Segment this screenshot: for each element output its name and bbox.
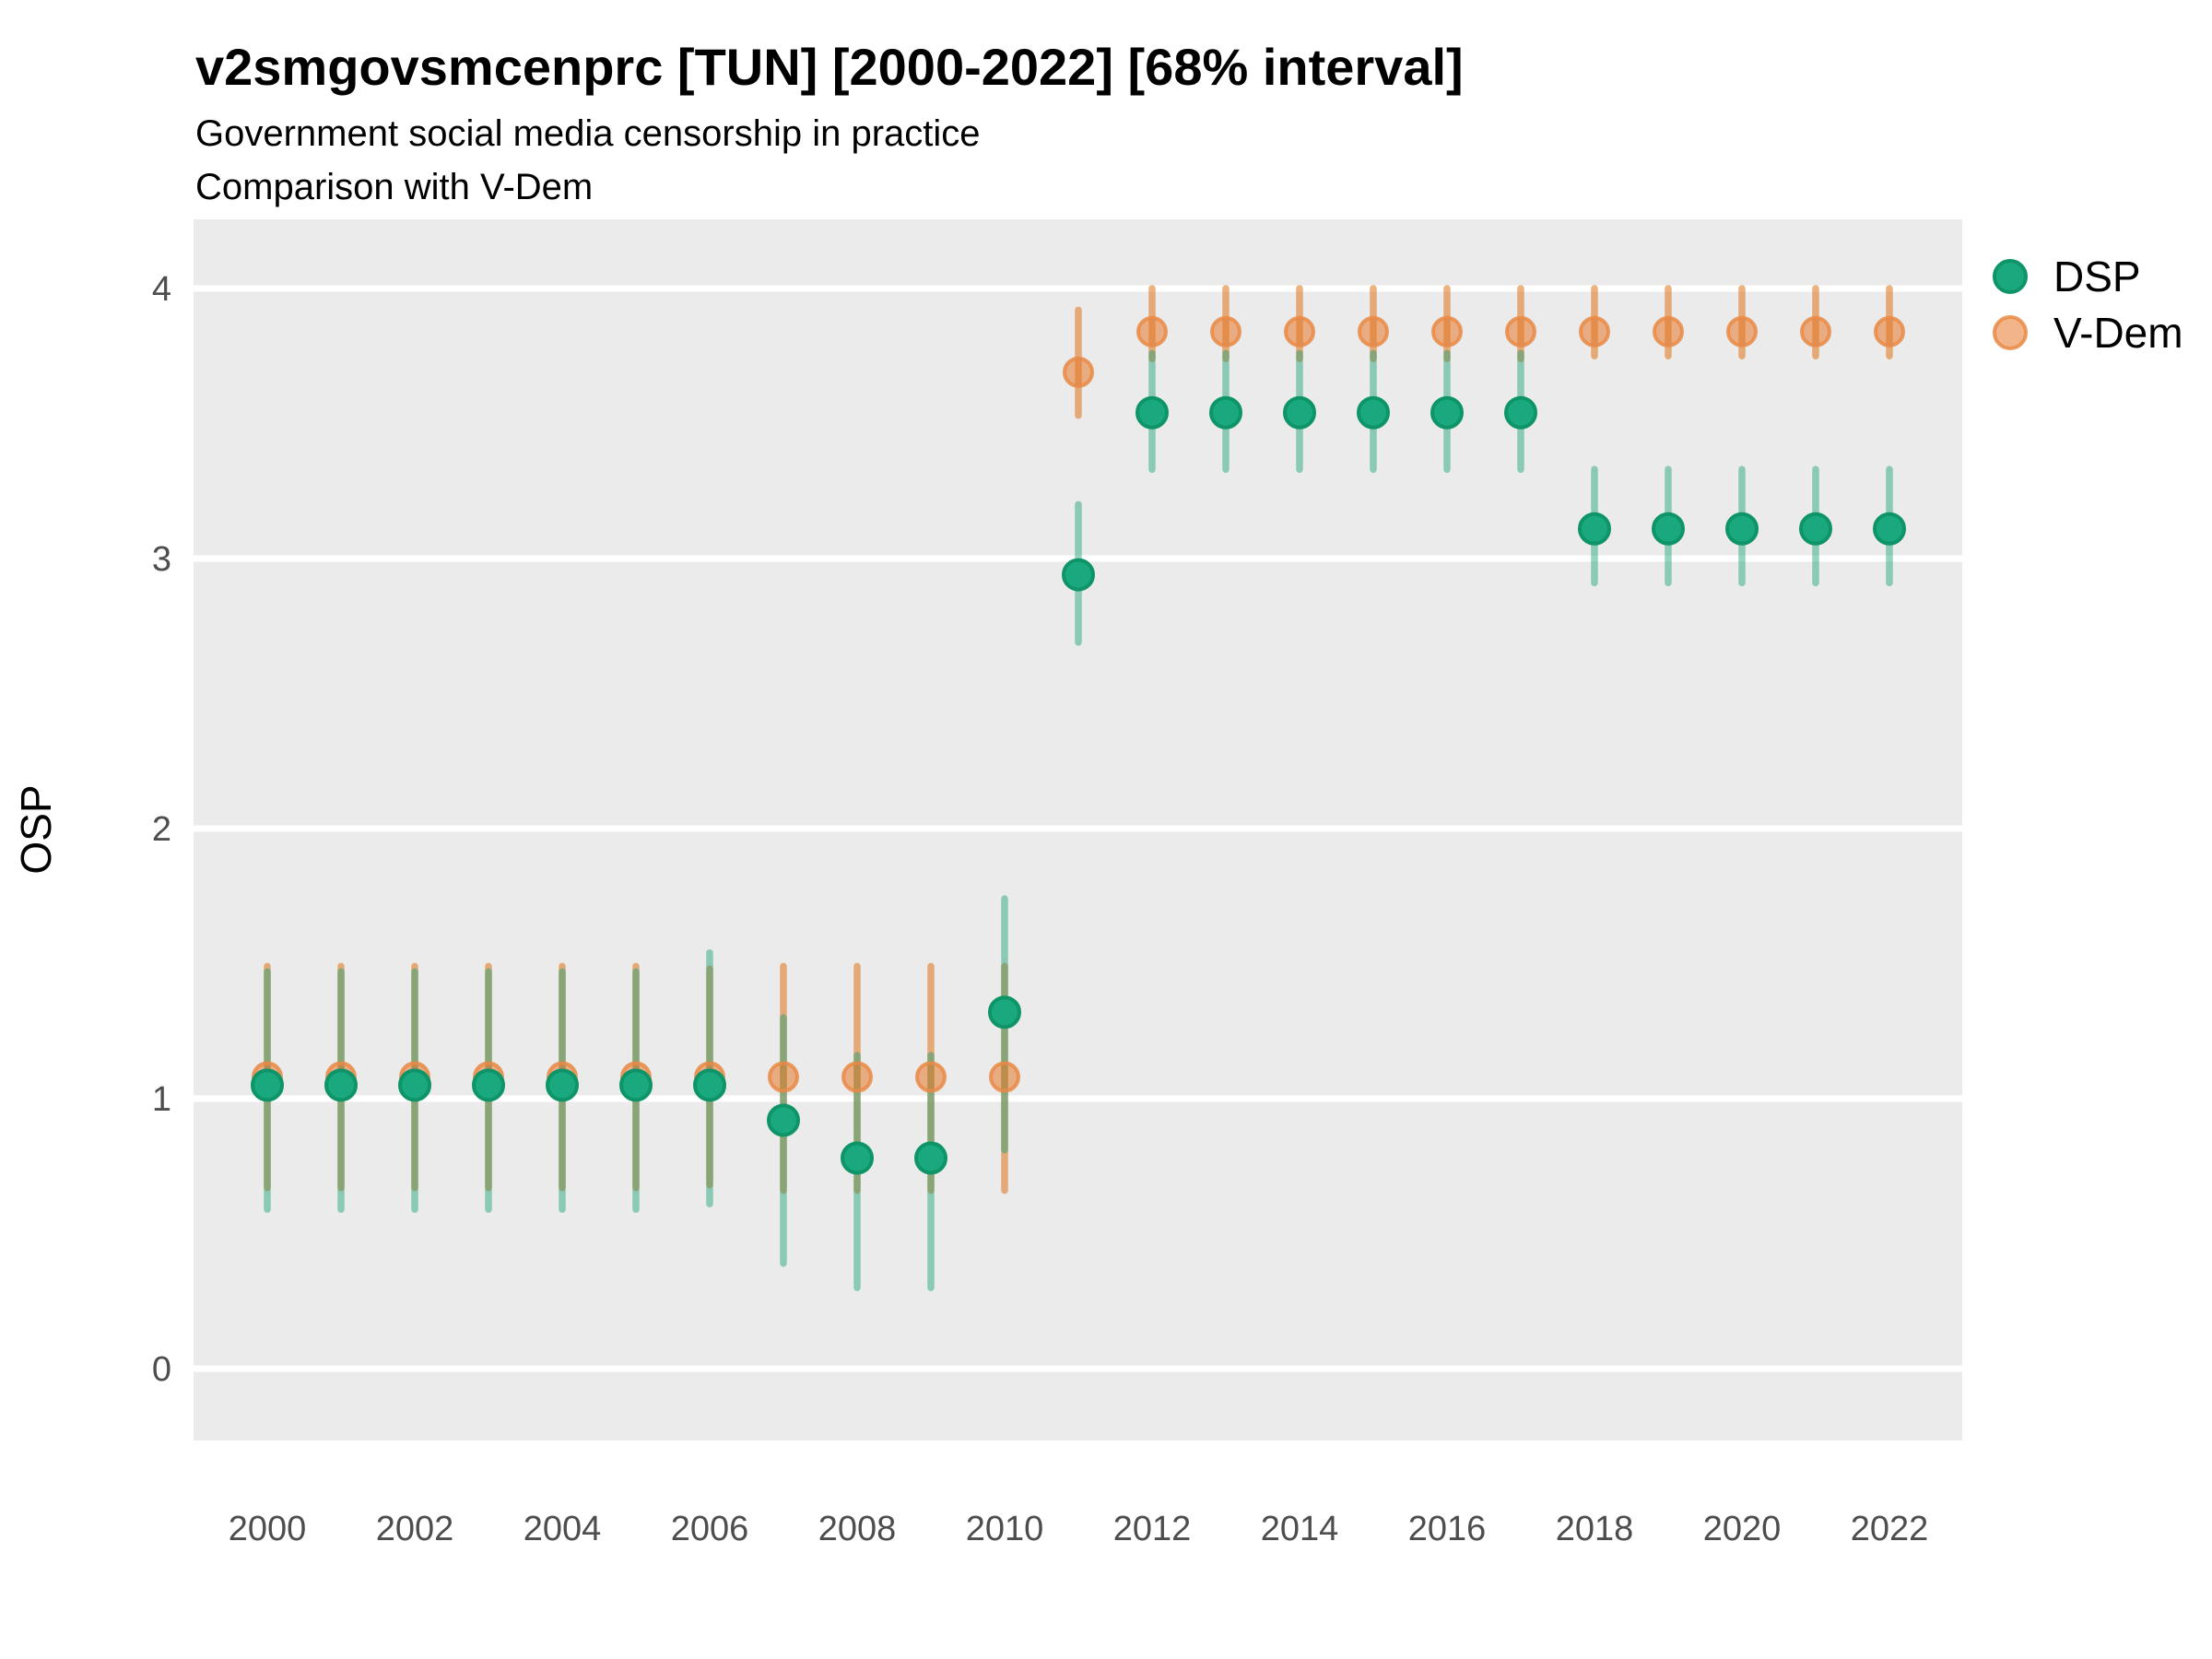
x-axis-tick-labels: 2000 2002 2004 2006 2008 2010 2012 2014 2016 2018…	[229, 1510, 1929, 1548]
dsp-point	[1578, 512, 1611, 546]
vdem-point	[1063, 356, 1094, 388]
x-tick-label-2006: 2006	[671, 1510, 749, 1548]
vdem-point	[1653, 315, 1684, 347]
vdem-point	[841, 1061, 873, 1093]
dsp-point	[546, 1068, 579, 1102]
year-group-2000	[251, 962, 284, 1213]
y-tick-label-1: 1	[152, 1080, 171, 1119]
y-tick-label-4: 4	[152, 270, 171, 309]
y-tick-label-0: 0	[152, 1350, 171, 1389]
dsp-point	[1357, 395, 1390, 429]
vdem-point	[768, 1061, 799, 1093]
chart-title: v2smgovsmcenprc [TUN] [2000-2022] [68% i…	[195, 38, 1464, 96]
dsp-point	[251, 1068, 284, 1102]
x-tick-label-2002: 2002	[376, 1510, 454, 1548]
year-group-2003	[472, 962, 505, 1213]
dsp-point	[914, 1141, 947, 1175]
year-group-2001	[324, 962, 358, 1213]
year-group-2012	[1135, 285, 1169, 474]
vdem-point	[1284, 315, 1315, 347]
vdem-point	[1800, 315, 1831, 347]
vdem-point	[989, 1061, 1020, 1093]
year-group-2010	[988, 895, 1021, 1194]
dsp-point	[1430, 395, 1464, 429]
legend: DSP V-Dem	[1993, 253, 2183, 357]
vdem-point	[1579, 315, 1610, 347]
vdem-point	[1210, 315, 1241, 347]
dsp-point	[988, 995, 1021, 1030]
year-group-2006	[693, 949, 726, 1208]
year-group-2011	[1062, 306, 1095, 646]
year-group-2022	[1873, 285, 1906, 587]
vdem-point	[1505, 315, 1536, 347]
vdem-point	[915, 1061, 947, 1093]
year-group-2021	[1799, 285, 1832, 587]
dsp-point	[1799, 512, 1832, 546]
year-group-2007	[767, 962, 800, 1267]
dsp-point	[693, 1068, 726, 1102]
year-group-2018	[1578, 285, 1611, 587]
legend-green-dot-icon	[1993, 259, 2028, 294]
year-group-2004	[546, 962, 579, 1213]
y-axis-title: OSP	[12, 784, 60, 874]
dsp-point	[1504, 395, 1537, 429]
y-tick-label-3: 3	[152, 540, 171, 579]
x-tick-label-2016: 2016	[1408, 1510, 1487, 1548]
x-tick-label-2012: 2012	[1113, 1510, 1192, 1548]
vdem-point	[1358, 315, 1389, 347]
vdem-point	[1726, 315, 1758, 347]
data-marks	[251, 285, 1906, 1291]
dsp-point	[841, 1141, 874, 1175]
year-group-2015	[1357, 285, 1390, 474]
legend-orange-dot-icon	[1993, 315, 2028, 350]
x-tick-label-2004: 2004	[524, 1510, 602, 1548]
dsp-point	[1209, 395, 1242, 429]
x-tick-label-2010: 2010	[966, 1510, 1044, 1548]
dsp-point	[767, 1103, 800, 1137]
dsp-point	[1283, 395, 1316, 429]
dsp-point	[1873, 512, 1906, 546]
dsp-point	[398, 1068, 431, 1102]
year-group-2008	[841, 962, 874, 1291]
year-group-2019	[1652, 285, 1685, 587]
dsp-point	[1652, 512, 1685, 546]
dsp-point	[1725, 512, 1759, 546]
dsp-point	[472, 1068, 505, 1102]
dsp-point	[1062, 558, 1095, 592]
y-axis-tick-labels: 0 1 2 3 4	[152, 270, 171, 1389]
x-tick-label-2014: 2014	[1261, 1510, 1339, 1548]
year-group-2020	[1725, 285, 1759, 587]
chart-subtitle-line1: Government social media censorship in pr…	[195, 113, 981, 154]
year-group-2002	[398, 962, 431, 1213]
year-group-2017	[1504, 285, 1537, 474]
y-tick-label-2: 2	[152, 810, 171, 849]
dsp-point	[1135, 395, 1169, 429]
chart-subtitle-line2: Comparison with V-Dem	[195, 167, 593, 207]
legend-label-vdem: V-Dem	[2053, 309, 2183, 357]
year-group-2013	[1209, 285, 1242, 474]
x-tick-label-2022: 2022	[1851, 1510, 1929, 1548]
legend-label-dsp: DSP	[2053, 253, 2141, 300]
x-tick-label-2020: 2020	[1703, 1510, 1782, 1548]
x-tick-label-2008: 2008	[818, 1510, 897, 1548]
year-group-2005	[619, 962, 653, 1213]
vdem-point	[1431, 315, 1463, 347]
year-group-2014	[1283, 285, 1316, 474]
x-tick-label-2018: 2018	[1556, 1510, 1634, 1548]
vdem-point	[1136, 315, 1168, 347]
year-group-2009	[914, 962, 947, 1291]
dsp-point	[324, 1068, 358, 1102]
vdem-point	[1874, 315, 1905, 347]
x-tick-label-2000: 2000	[229, 1510, 307, 1548]
dsp-point	[619, 1068, 653, 1102]
year-group-2016	[1430, 285, 1464, 474]
